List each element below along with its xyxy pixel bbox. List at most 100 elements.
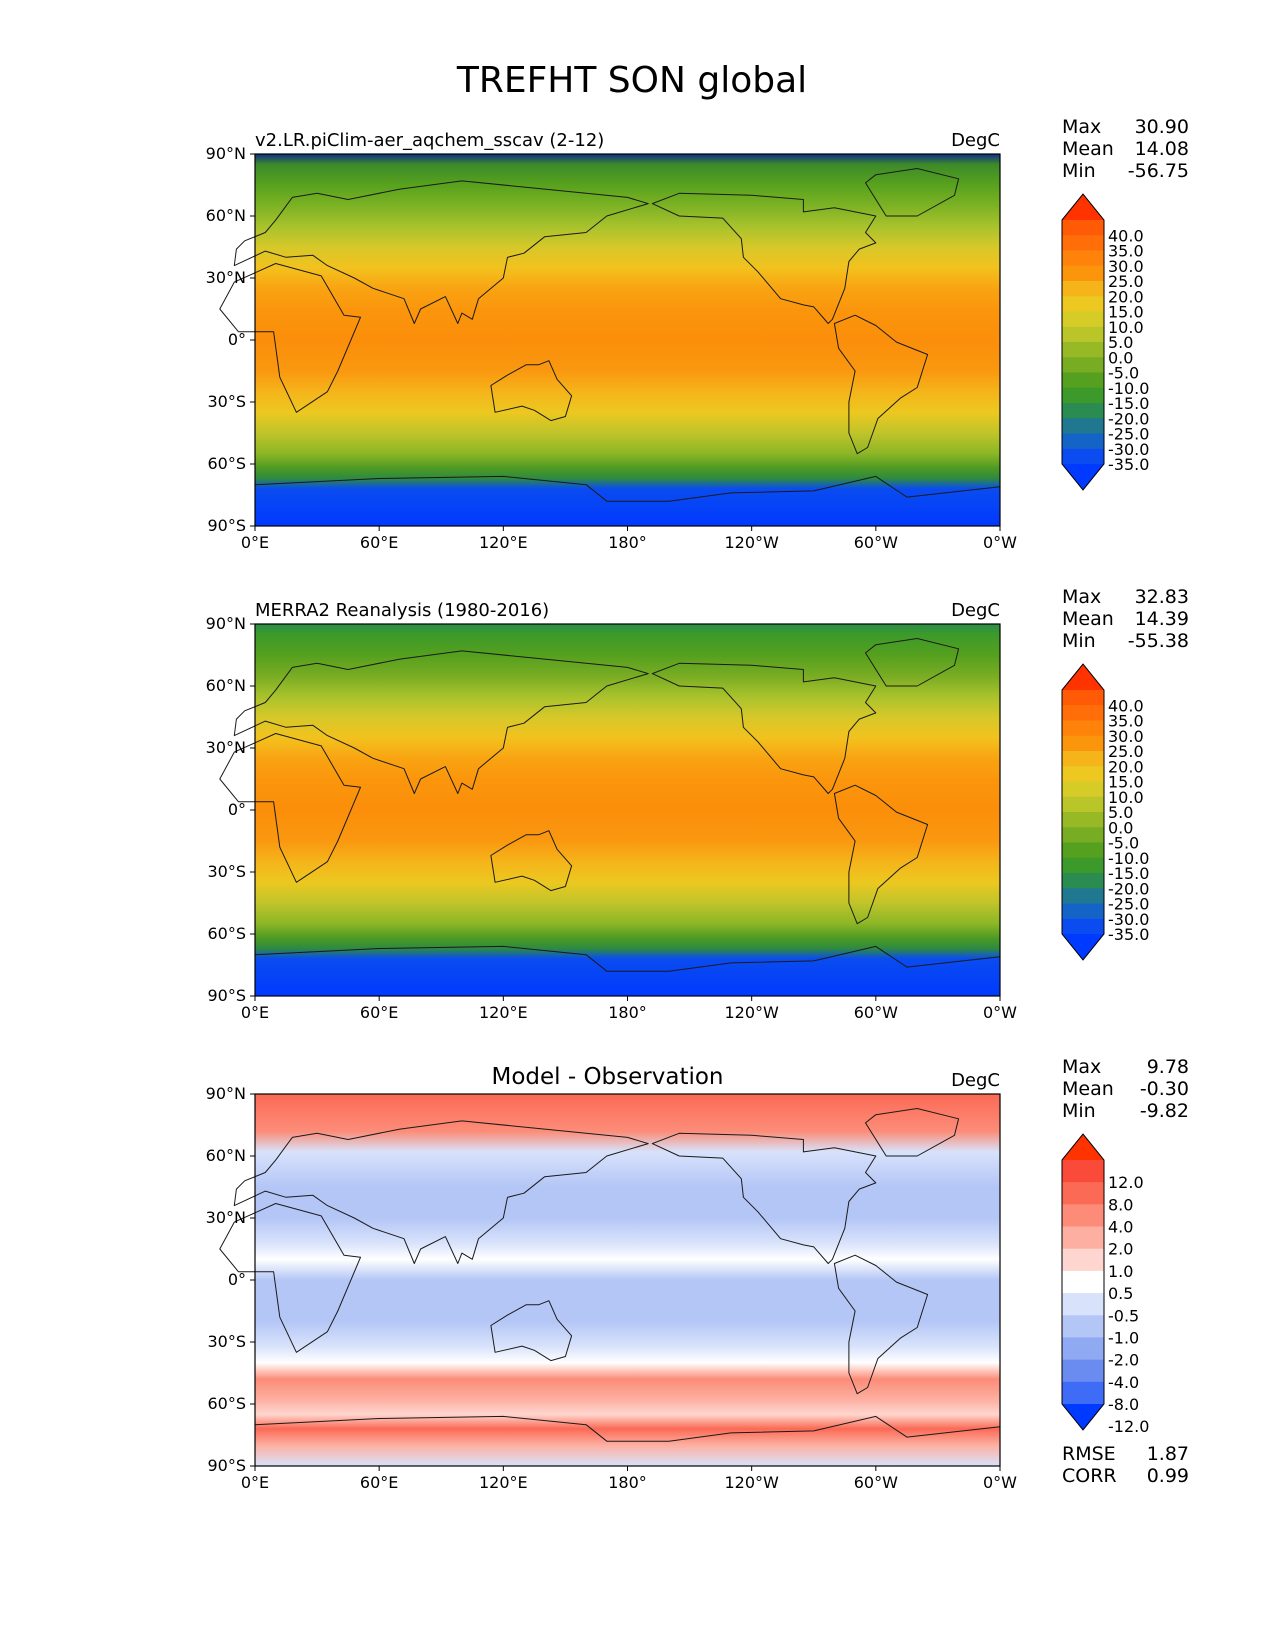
colorbar-segment xyxy=(1062,372,1104,389)
lat-tick-label: 90°N xyxy=(206,144,246,163)
lon-tick-label: 120°W xyxy=(724,1473,779,1492)
colorbar-segment xyxy=(1062,918,1104,935)
lat-tick-label: 30°S xyxy=(207,1332,246,1351)
panels: 90°N60°N30°N0°30°S60°S90°S0°E 60°E 120°E 18… xyxy=(206,116,1189,1492)
lon-tick-label: 0°W xyxy=(983,533,1017,552)
lat-tick-label: 0° xyxy=(228,330,246,349)
colorbar-segment xyxy=(1062,326,1104,343)
lon-tick-label: 120°E xyxy=(479,533,528,552)
colorbar-segment xyxy=(1062,690,1104,706)
lat-tick-label: 30°N xyxy=(206,1208,246,1227)
coastline xyxy=(219,1203,361,1353)
lat-tick-label: 60°S xyxy=(207,1394,246,1413)
colorbar-extend-max xyxy=(1062,664,1104,690)
colorbar-label: -15.0 xyxy=(1108,394,1149,413)
lat-tick-label: 60°N xyxy=(206,676,246,695)
coastline xyxy=(490,830,573,892)
colorbar-label: 10.0 xyxy=(1108,318,1144,337)
colorbar-segment xyxy=(1062,433,1104,450)
colorbar-label: 25.0 xyxy=(1108,272,1144,291)
colorbar-label: 25.0 xyxy=(1108,742,1144,761)
lon-tick-label: 120°W xyxy=(724,533,779,552)
lon-tick-label: 0°E xyxy=(241,1473,269,1492)
colorbar-segment xyxy=(1062,1315,1104,1339)
panel-units: DegC xyxy=(951,130,1000,151)
stat-label: Mean xyxy=(1062,138,1114,160)
colorbar-extend-min xyxy=(1062,934,1104,960)
colorbar-segment xyxy=(1062,903,1104,920)
lat-tick-label: 30°N xyxy=(206,738,246,757)
colorbar-segment xyxy=(1062,342,1104,358)
lon-tick-label: 60°E xyxy=(360,533,398,552)
lon-tick-label: 120°E xyxy=(479,1473,528,1492)
colorbar-label: 30.0 xyxy=(1108,727,1144,746)
colorbar-label: -0.5 xyxy=(1108,1306,1139,1325)
colorbar-outline xyxy=(1061,1133,1105,1431)
lon-tick-label: 120°W xyxy=(724,1003,779,1022)
coastline xyxy=(490,360,573,422)
lat-tick-label: 60°N xyxy=(206,206,246,225)
colorbar-segment xyxy=(1062,1226,1104,1250)
coastline xyxy=(865,638,960,687)
coastline xyxy=(833,1254,929,1395)
stat-value: 30.90 xyxy=(1135,116,1189,138)
colorbar-label: 20.0 xyxy=(1108,757,1144,776)
colorbar-segment xyxy=(1062,281,1104,297)
coastline xyxy=(233,180,649,324)
colorbar-segment xyxy=(1062,357,1104,374)
colorbar-label: -25.0 xyxy=(1108,425,1149,444)
colorbar-label: -5.0 xyxy=(1108,834,1139,853)
colorbar-label: 15.0 xyxy=(1108,303,1144,322)
lon-tick-label: 60°W xyxy=(854,1003,898,1022)
panel-obs: 90°N 60°N 30°N 0° 30°S 60°S 90°S0°E 60°E 120°E 18… xyxy=(206,586,1189,1022)
colorbar-label: -30.0 xyxy=(1108,440,1149,459)
extra-stat-label: CORR xyxy=(1062,1465,1117,1487)
stat-label: Min xyxy=(1062,160,1096,182)
stat-value: 9.78 xyxy=(1147,1056,1189,1078)
colorbar-label: 10.0 xyxy=(1108,788,1144,807)
stat-value: -56.75 xyxy=(1128,160,1189,182)
lon-tick-label: 0°E xyxy=(241,533,269,552)
stat-value: 14.39 xyxy=(1135,608,1189,630)
lon-tick-label: 180° xyxy=(608,533,647,552)
colorbar-extend-min xyxy=(1062,464,1104,490)
colorbar-segment xyxy=(1062,448,1104,465)
colorbar-segment xyxy=(1062,766,1104,783)
lat-tick-label: 60°N xyxy=(206,1146,246,1165)
colorbar-label: -10.0 xyxy=(1108,379,1149,398)
stat-label: Max xyxy=(1062,116,1101,138)
colorbar-segment xyxy=(1062,265,1104,282)
colorbar-label: -35.0 xyxy=(1108,455,1149,474)
lon-tick-label: 180° xyxy=(608,1473,647,1492)
colorbar-label: 2.0 xyxy=(1108,1240,1133,1259)
colorbar-outline xyxy=(1061,663,1105,961)
lat-tick-label: 30°S xyxy=(207,862,246,881)
colorbar-label: -4.0 xyxy=(1108,1373,1139,1392)
colorbar-segment xyxy=(1062,873,1104,889)
colorbar-label: 0.0 xyxy=(1108,818,1133,837)
lat-tick-label: 30°N xyxy=(206,268,246,287)
colorbar-label: 20.0 xyxy=(1108,287,1144,306)
colorbar-segment xyxy=(1062,720,1104,737)
colorbar-label: 40.0 xyxy=(1108,226,1144,245)
colorbar-label: 8.0 xyxy=(1108,1195,1133,1214)
colorbar-segment xyxy=(1062,1204,1104,1228)
lon-tick-label: 60°E xyxy=(360,1473,398,1492)
colorbar-segment xyxy=(1062,857,1104,874)
lat-tick-label: 60°S xyxy=(207,924,246,943)
extra-stat-label: RMSE xyxy=(1062,1443,1116,1465)
colorbar-segment xyxy=(1062,1182,1104,1205)
panel-title: MERRA2 Reanalysis (1980-2016) xyxy=(255,600,549,621)
colorbar-label: 12.0 xyxy=(1108,1173,1144,1192)
colorbar-label: -2.0 xyxy=(1108,1351,1139,1370)
lat-tick-label: 90°N xyxy=(206,1084,246,1103)
colorbar-label: -1.0 xyxy=(1108,1328,1139,1347)
colorbar-label: -20.0 xyxy=(1108,409,1149,428)
stat-value: 32.83 xyxy=(1135,586,1189,608)
colorbar-segment xyxy=(1062,1359,1104,1383)
stat-value: 14.08 xyxy=(1135,138,1189,160)
colorbar-label: 0.5 xyxy=(1108,1284,1133,1303)
extra-stat-value: 1.87 xyxy=(1147,1443,1189,1465)
lon-tick-label: 0°E xyxy=(241,1003,269,1022)
